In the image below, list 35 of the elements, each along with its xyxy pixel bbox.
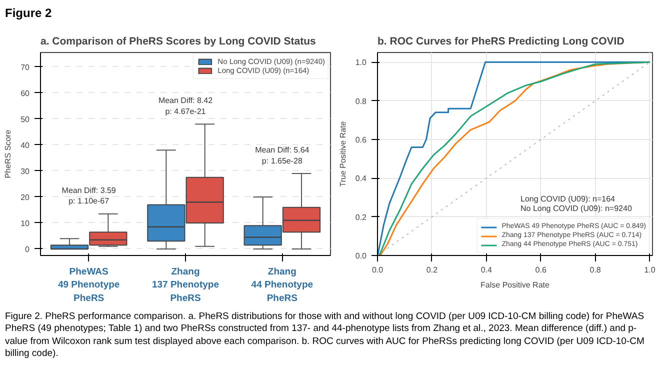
annotation: Long COVID (U09): n=164	[520, 194, 616, 204]
caption: Figure 2. PheRS performance comparison. a. PheRS distributions for those with and without long COVID (per U09 ICD-10-CM billing code) for PheWAS PheRS (49 phenotypes; Table 1) and two PheRSs constructed from 137- and 44-phenotype lists from Zhang et al., 2023. Mean difference (diff.) and p-value from Wilcoxon rank sum test displayed above each comparison. b. ROC curves with AUC for PheRSs predicting long COVID (per U09 ICD-10-CM billing code).	[5, 311, 646, 360]
y-tick-label: 1.0	[355, 58, 368, 68]
y-tick-label: 20	[20, 192, 30, 202]
y-tick-label: 0.6	[355, 136, 368, 144]
y-tick-label: 30	[20, 166, 30, 176]
x-tick-label: 1.0	[644, 266, 656, 274]
y-tick-label: 0.8	[355, 96, 368, 106]
y-tick-label: 70	[20, 62, 30, 72]
x-axis-title: False Positive Rate	[480, 280, 550, 290]
y-tick-label: 60	[20, 88, 30, 98]
y-axis-title: True Positive Rate	[338, 120, 348, 187]
x-tick-label: 0.0	[372, 266, 384, 274]
x-tick-label: Zhang 44 Phenotype PheRS	[251, 266, 314, 304]
y-tick-label: 50	[20, 114, 30, 124]
y-tick-label: 0.2	[355, 212, 368, 222]
x-tick-label: Zhang 137 Phenotype PheRS	[152, 266, 220, 304]
annotation: Mean Diff: 3.59 p: 1.10e-67	[62, 186, 116, 206]
x-tick-label: PheWAS 49 Phenotype PheRS	[58, 266, 120, 304]
y-tick-label: 0	[25, 244, 30, 254]
annotation: Mean Diff: 8.42 p: 4.67e-21	[158, 96, 214, 116]
y-axis-title: PheRS Score	[4, 129, 13, 178]
annotation: No Long COVID (U09): n=9240	[520, 204, 632, 213]
x-tick-label: 0.8	[590, 266, 602, 274]
x-tick-label: 0.2	[426, 266, 438, 274]
caption: Figure 2	[5, 5, 52, 22]
x-tick-label: 0.4	[480, 266, 493, 274]
x-tick-label: 0.6	[535, 266, 547, 274]
y-tick-label: 10	[20, 218, 30, 228]
chart-title: a. Comparison of PheRS Scores by Long COVID Status	[40, 36, 316, 48]
y-tick-label: 40	[20, 140, 30, 150]
annotation: Mean Diff: 5.64 p: 1.65e-28	[255, 146, 310, 166]
y-tick-label: 0.0	[355, 252, 368, 260]
chart-title: b. ROC Curves for PheRS Predicting Long COVID	[378, 36, 625, 48]
y-tick-label: 0.4	[355, 174, 368, 184]
